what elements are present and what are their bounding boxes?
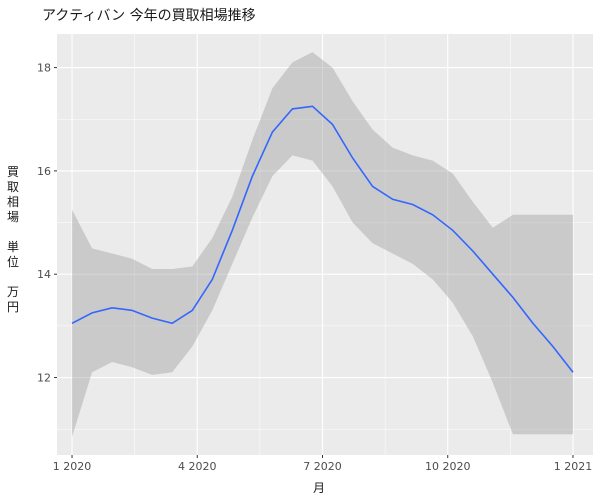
x-tick-label: 4 2020 (178, 460, 217, 473)
x-tick-label: 10 2020 (425, 460, 471, 473)
y-axis-title-char: 取 (7, 180, 19, 194)
chart-title: アクティバン 今年の買取相場推移 (42, 8, 256, 24)
x-tick-label: 1 2021 (554, 460, 593, 473)
y-axis-ticks: 12 14 16 18 (37, 62, 57, 385)
y-axis-title-char: 単 (7, 240, 19, 254)
y-tick-label: 12 (37, 372, 51, 385)
series-line (71, 105, 574, 373)
x-tick-label: 7 2020 (303, 460, 342, 473)
y-tick-label: 16 (37, 165, 51, 178)
plot-panel (57, 34, 593, 455)
y-axis-title-char: 買 (7, 165, 19, 179)
x-axis-title: 月 (313, 481, 325, 495)
grid-minor (57, 34, 593, 455)
x-tick-label: 1 2020 (53, 460, 92, 473)
y-tick-label: 14 (37, 268, 51, 281)
y-tick-label: 18 (37, 62, 51, 75)
confidence-band (72, 52, 573, 437)
x-axis-ticks: 1 2020 4 2020 7 2020 10 2020 1 2021 (53, 455, 592, 473)
y-axis-title-char: 場 (7, 210, 19, 224)
y-axis-title-char: 万 (7, 285, 19, 299)
y-axis-title-char: 位 (7, 254, 19, 269)
grid-major (57, 34, 593, 455)
y-axis-title-char: 相 (7, 195, 19, 209)
y-axis-title-char: 円 (7, 300, 19, 314)
